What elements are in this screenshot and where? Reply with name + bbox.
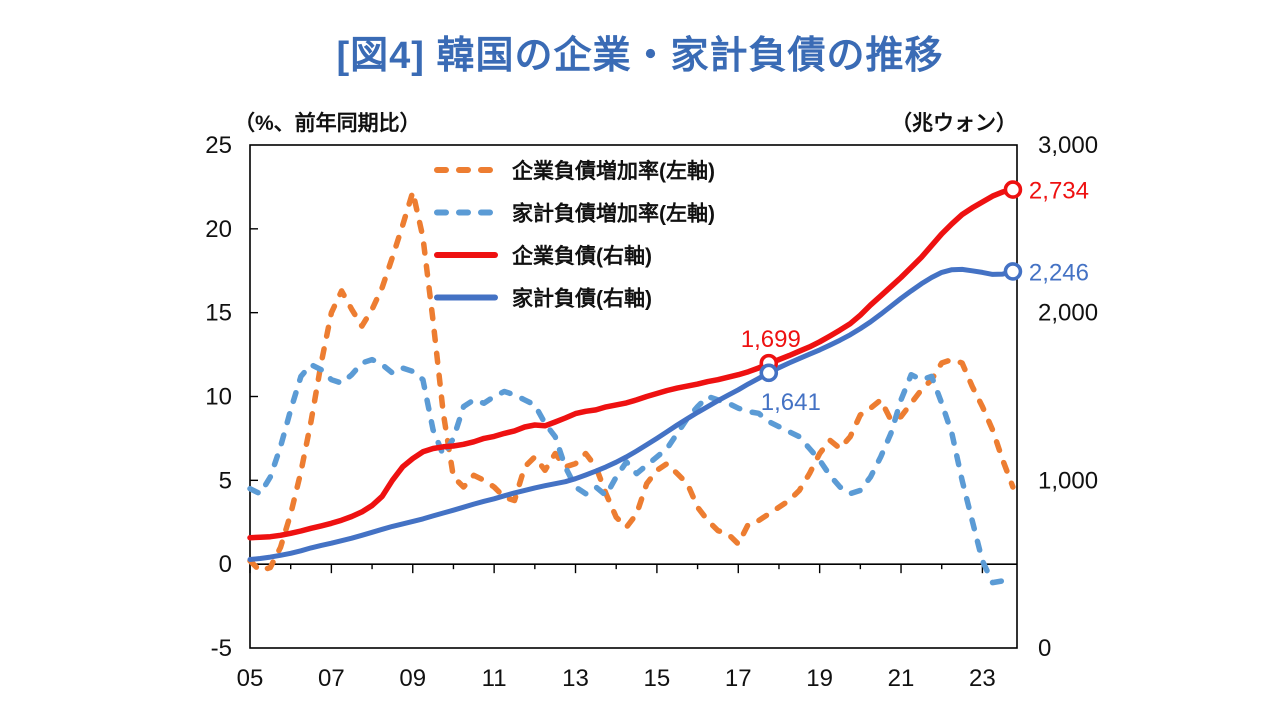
x-axis-tick-label: 23 <box>969 665 996 692</box>
corp-debt-line <box>247 186 1016 541</box>
corp-debt-latest-marker <box>1003 180 1023 199</box>
legend-item-corp-debt-growth: 企業負債増加率(左軸) <box>434 159 715 183</box>
legend-item-household-debt: 家計負債(右軸) <box>434 287 652 311</box>
right-axis-unit-label: （兆ウォン） <box>891 111 1017 135</box>
household-debt-latest-label: 2,246 <box>1029 259 1089 286</box>
household-debt-2017-marker <box>759 363 779 383</box>
x-axis-tick-label: 13 <box>562 665 589 692</box>
legend: 企業負債増加率(左軸) 家計負債増加率(左軸) 企業負債(右軸) 家計負債(右軸) <box>434 159 715 311</box>
x-axis-tick-label: 09 <box>399 665 426 692</box>
left-axis-tick-label: -5 <box>211 635 232 662</box>
annotations-layer: 1,699 1,641 2,734 2,246 <box>741 178 1089 416</box>
corp-debt-growth-line <box>247 189 1016 574</box>
household-debt-line <box>247 266 1016 562</box>
right-axis-tick-label: 0 <box>1038 635 1051 662</box>
left-axis-tick-label: 10 <box>205 384 232 411</box>
x-axis-tick-label: 19 <box>806 665 833 692</box>
legend-item-corp-debt: 企業負債(右軸) <box>434 244 652 268</box>
left-axis-tick-label: 0 <box>219 551 232 578</box>
right-axis-tick-label: 3,000 <box>1038 132 1098 159</box>
plot-area: 25 20 15 10 5 0 -5 3,000 2,000 1,000 0 05 07 09 11 13 15… <box>205 132 1098 692</box>
corp-debt-latest-label: 2,734 <box>1029 178 1089 205</box>
household-debt-latest-marker <box>1003 262 1023 281</box>
legend-label-household-debt-growth: 家計負債増加率(左軸) <box>512 202 715 226</box>
corp-debt-2017-label: 1,699 <box>741 326 801 353</box>
household-debt-growth-line <box>247 356 1016 586</box>
left-axis-tick-label: 5 <box>219 467 232 494</box>
left-axis-unit-label: （%、前年同期比） <box>234 111 421 135</box>
x-axis-tick-label: 07 <box>318 665 345 692</box>
x-axis-tick-label: 11 <box>482 665 507 692</box>
legend-item-household-debt-growth: 家計負債増加率(左軸) <box>434 202 715 226</box>
x-axis-tick-label: 17 <box>725 665 752 692</box>
right-axis-tick-label: 1,000 <box>1038 467 1098 494</box>
legend-label-corp-debt: 企業負債(右軸) <box>511 244 652 268</box>
right-axis-tick-label: 2,000 <box>1038 300 1098 327</box>
x-axis-tick-label: 05 <box>237 665 264 692</box>
legend-label-corp-debt-growth: 企業負債増加率(左軸) <box>511 159 715 183</box>
legend-label-household-debt: 家計負債(右軸) <box>512 287 652 311</box>
left-axis-tick-label: 25 <box>205 132 232 159</box>
x-axis-tick-label: 21 <box>888 665 915 692</box>
left-axis-tick-label: 15 <box>205 300 232 327</box>
household-debt-2017-label: 1,641 <box>761 389 821 416</box>
chart-title: [図4] 韓国の企業・家計負債の推移 <box>336 35 944 77</box>
left-axis-tick-label: 20 <box>205 216 232 243</box>
x-axis-tick-label: 15 <box>644 665 671 692</box>
